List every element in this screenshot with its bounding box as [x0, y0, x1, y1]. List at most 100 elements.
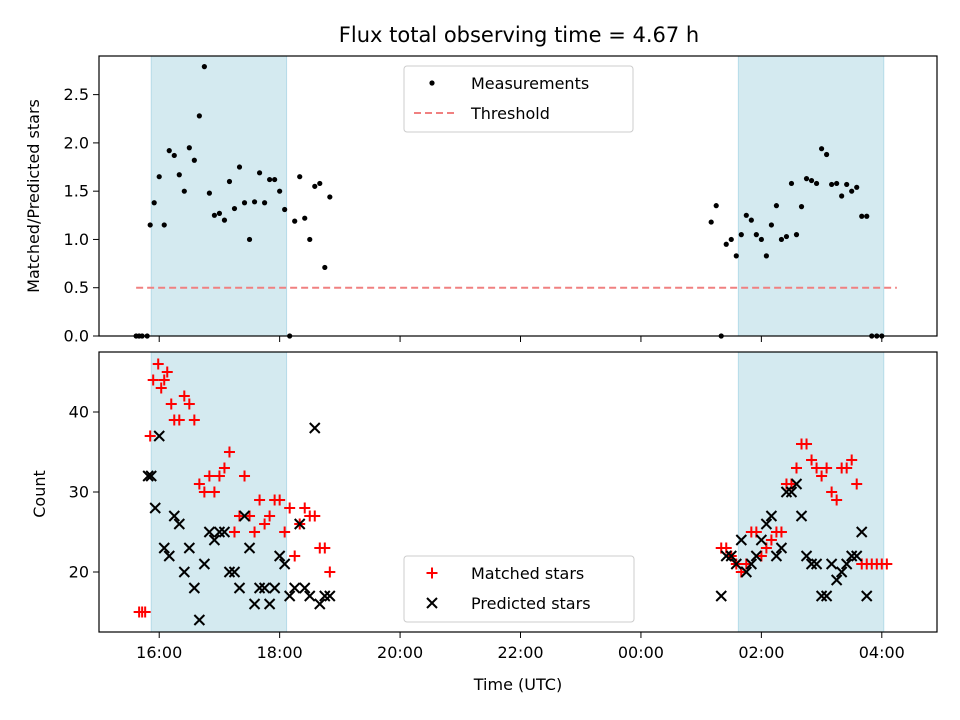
matched-star-point: [173, 414, 185, 426]
measurement-point: [156, 174, 162, 180]
predicted-star-point: [745, 558, 758, 570]
measurement-point: [241, 200, 248, 206]
predicted-star-point: [288, 582, 301, 594]
measurement-point: [829, 181, 835, 188]
predicted-star-point: [278, 558, 291, 570]
measurement-point: [758, 236, 764, 243]
top-panel: 0.0 0.5 1.0 1.5 2.0 2.5 Matched/Predicted sta…: [24, 55, 938, 346]
predicted-star-point: [238, 510, 251, 522]
matched-star-point: [178, 390, 190, 402]
matched-star-point: [831, 494, 843, 506]
measurement-point: [844, 181, 850, 188]
predicted-star-point: [168, 510, 180, 522]
measurement-point: [251, 199, 258, 205]
legend-measurement-swatch: [429, 80, 435, 86]
measurement-point: [859, 213, 865, 219]
measurement-point: [748, 217, 754, 223]
measurement-point: [256, 170, 263, 176]
measurement-point: [808, 177, 815, 184]
matched-star-point: [775, 526, 787, 538]
predicted-star-point: [158, 542, 170, 554]
predicted-star-point: [193, 614, 206, 626]
y-tick-label: 40: [69, 403, 89, 422]
measurement-point: [181, 188, 187, 194]
x-tick-label: 18:00: [257, 643, 303, 662]
predicted-star-point: [294, 518, 306, 530]
measurement-point: [166, 148, 172, 154]
predicted-star-point: [304, 590, 316, 602]
legend-matched-swatch: [426, 567, 438, 579]
x-tick-label: 20:00: [377, 643, 423, 662]
measurement-point: [186, 145, 192, 151]
predicted-star-point: [163, 550, 175, 562]
measurement-point: [768, 222, 775, 228]
measurement-point: [201, 64, 207, 70]
measurement-point: [267, 176, 273, 183]
measurement-point: [783, 233, 790, 240]
matched-star-point: [765, 534, 777, 546]
measurement-point: [191, 157, 197, 163]
predicted-star-point: [142, 470, 154, 482]
measurement-point: [793, 232, 800, 238]
predicted-star-point: [273, 550, 286, 562]
measurement-point: [743, 212, 749, 218]
predicted-star-point: [790, 478, 803, 490]
y-tick-label: 20: [69, 563, 89, 582]
matched-star-point: [881, 558, 893, 570]
predicted-star-point: [815, 590, 828, 602]
bottom-panel: 20 30 40 16:00 18:00 20:00 22:00 00:00 02:00 04:…: [30, 351, 938, 694]
predicted-star-point: [203, 526, 216, 538]
predicted-star-point: [775, 542, 788, 554]
predicted-star-point: [720, 550, 732, 562]
predicted-star-point: [173, 518, 185, 530]
predicted-star-point: [795, 510, 808, 522]
bottom-y-axis-label: Count: [30, 470, 49, 518]
legend-label: Measurements: [471, 74, 589, 93]
matched-star-point: [259, 518, 271, 530]
predicted-star-point: [178, 566, 191, 578]
predicted-star-point: [218, 526, 231, 538]
matched-star-point: [299, 502, 311, 514]
predicted-star-point: [725, 550, 737, 562]
matched-star-point: [821, 462, 833, 474]
measurement-point: [171, 152, 177, 159]
matched-star-point: [846, 454, 858, 466]
x-tick-label: 22:00: [497, 643, 543, 662]
matched-star-point: [147, 374, 159, 386]
y-tick-label: 0.5: [64, 278, 89, 297]
measurement-point: [788, 180, 795, 187]
measurement-point: [834, 180, 840, 187]
measurement-point: [261, 200, 268, 206]
x-tick-label: 02:00: [738, 643, 784, 662]
shaded-period: [737, 55, 885, 337]
top-legend: Measurements Threshold: [403, 65, 634, 133]
predicted-star-point: [800, 550, 813, 562]
predicted-star-point: [830, 574, 843, 586]
measurement-point: [864, 213, 870, 219]
x-tick-label: 00:00: [618, 643, 664, 662]
matched-star-point: [324, 566, 336, 578]
predicted-star-point: [861, 590, 873, 602]
x-tick-label: 04:00: [859, 643, 905, 662]
y-tick-label: 1.0: [64, 230, 89, 249]
predicted-star-point: [299, 582, 311, 594]
matched-star-point: [155, 382, 167, 394]
legend-predicted-swatch: [426, 597, 438, 609]
measurement-point: [161, 222, 167, 228]
matched-star-point: [801, 438, 813, 450]
predicted-star-point: [856, 526, 868, 538]
y-tick-label: 30: [69, 483, 89, 502]
matched-star-point: [213, 470, 225, 482]
predicted-star-point: [188, 582, 201, 594]
top-y-axis-label: Matched/Predicted stars: [24, 99, 43, 293]
measurement-point: [312, 183, 318, 189]
x-tick-label: 16:00: [136, 643, 182, 662]
matched-star-point: [198, 486, 210, 498]
predicted-star-point: [810, 558, 823, 570]
measurement-point: [196, 113, 202, 119]
matched-star-point: [274, 494, 286, 506]
bottom-legend: Matched stars Predicted stars: [403, 555, 635, 623]
measurement-point: [818, 146, 825, 152]
matched-star-point: [254, 494, 266, 506]
